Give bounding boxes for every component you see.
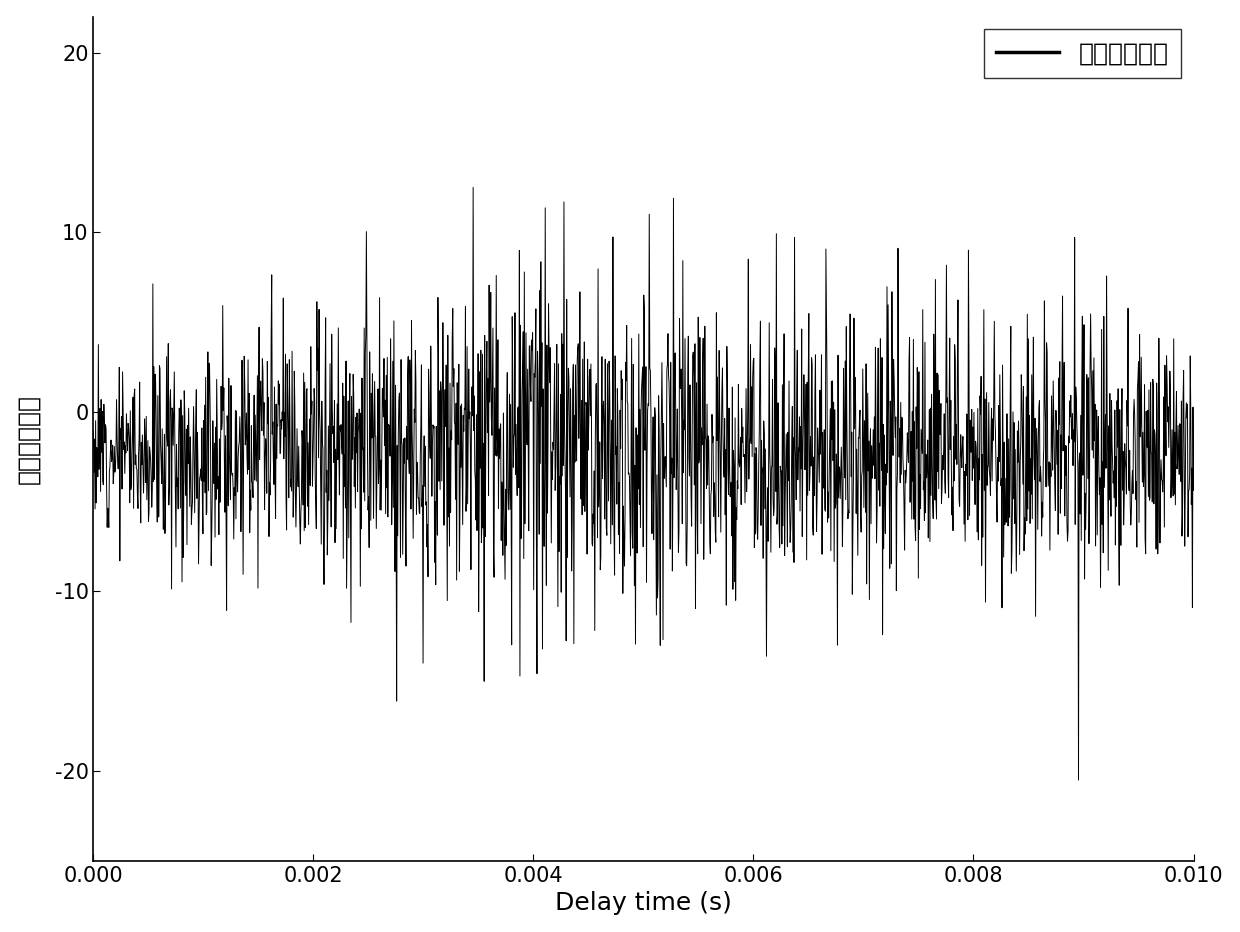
Y-axis label: 光强相对涨落: 光强相对涨落 <box>16 394 41 484</box>
Legend: 光强相对涨落: 光强相对涨落 <box>983 29 1180 78</box>
X-axis label: Delay time (s): Delay time (s) <box>556 891 732 915</box>
